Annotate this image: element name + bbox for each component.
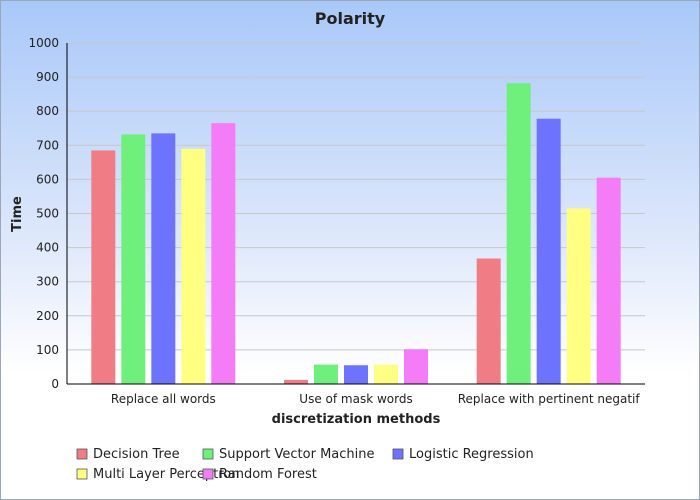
legend-swatch bbox=[202, 468, 214, 480]
x-axis-label: discretization methods bbox=[272, 412, 441, 427]
bar bbox=[284, 379, 308, 384]
legend-swatch bbox=[392, 448, 404, 460]
legend-swatch bbox=[202, 448, 214, 460]
legend-label: Decision Tree bbox=[93, 447, 180, 462]
x-tick-label: Replace with pertinent negatif bbox=[458, 392, 641, 406]
legend: Decision Tree Support Vector Machine Logis… bbox=[76, 447, 534, 482]
y-tick-label: 400 bbox=[36, 241, 59, 255]
bar bbox=[181, 148, 206, 384]
chart-title: Polarity bbox=[315, 9, 386, 28]
legend-label: Support Vector Machine bbox=[219, 447, 375, 462]
y-tick-label: 600 bbox=[36, 172, 59, 186]
bar bbox=[404, 349, 428, 384]
y-tick-label: 1000 bbox=[28, 36, 59, 50]
x-tick-label: Replace all words bbox=[111, 392, 216, 406]
bars bbox=[91, 83, 621, 385]
bar bbox=[91, 150, 116, 384]
bar bbox=[314, 364, 338, 384]
x-tick-label: Use of mask words bbox=[299, 392, 412, 406]
y-axis-label: Time bbox=[10, 196, 25, 232]
legend-swatch bbox=[76, 468, 88, 480]
bar bbox=[121, 134, 146, 384]
y-tick-label: 800 bbox=[36, 104, 59, 118]
legend-label: Multi Layer Perceptron bbox=[93, 467, 239, 482]
bar bbox=[344, 365, 368, 384]
y-tick-label: 100 bbox=[36, 343, 59, 357]
bar bbox=[476, 258, 501, 384]
bar bbox=[151, 133, 176, 384]
y-tick-label: 700 bbox=[36, 138, 59, 152]
axes: 0 100 200 300 400 500 600 700 800 900 1000 Replace … bbox=[28, 36, 645, 406]
y-tick-label: 500 bbox=[36, 207, 59, 221]
legend-swatch bbox=[76, 448, 88, 460]
y-tick-label: 200 bbox=[36, 309, 59, 323]
bar bbox=[566, 208, 591, 384]
y-tick-label: 300 bbox=[36, 275, 59, 289]
bar bbox=[374, 364, 398, 384]
y-tick-label: 900 bbox=[36, 70, 59, 84]
y-tick-label: 0 bbox=[51, 377, 59, 391]
bar bbox=[596, 177, 621, 384]
bar bbox=[506, 83, 531, 384]
legend-label: Logistic Regression bbox=[409, 447, 534, 462]
bar bbox=[211, 123, 236, 384]
legend-label: Random Forest bbox=[219, 467, 317, 482]
bar bbox=[536, 118, 561, 385]
